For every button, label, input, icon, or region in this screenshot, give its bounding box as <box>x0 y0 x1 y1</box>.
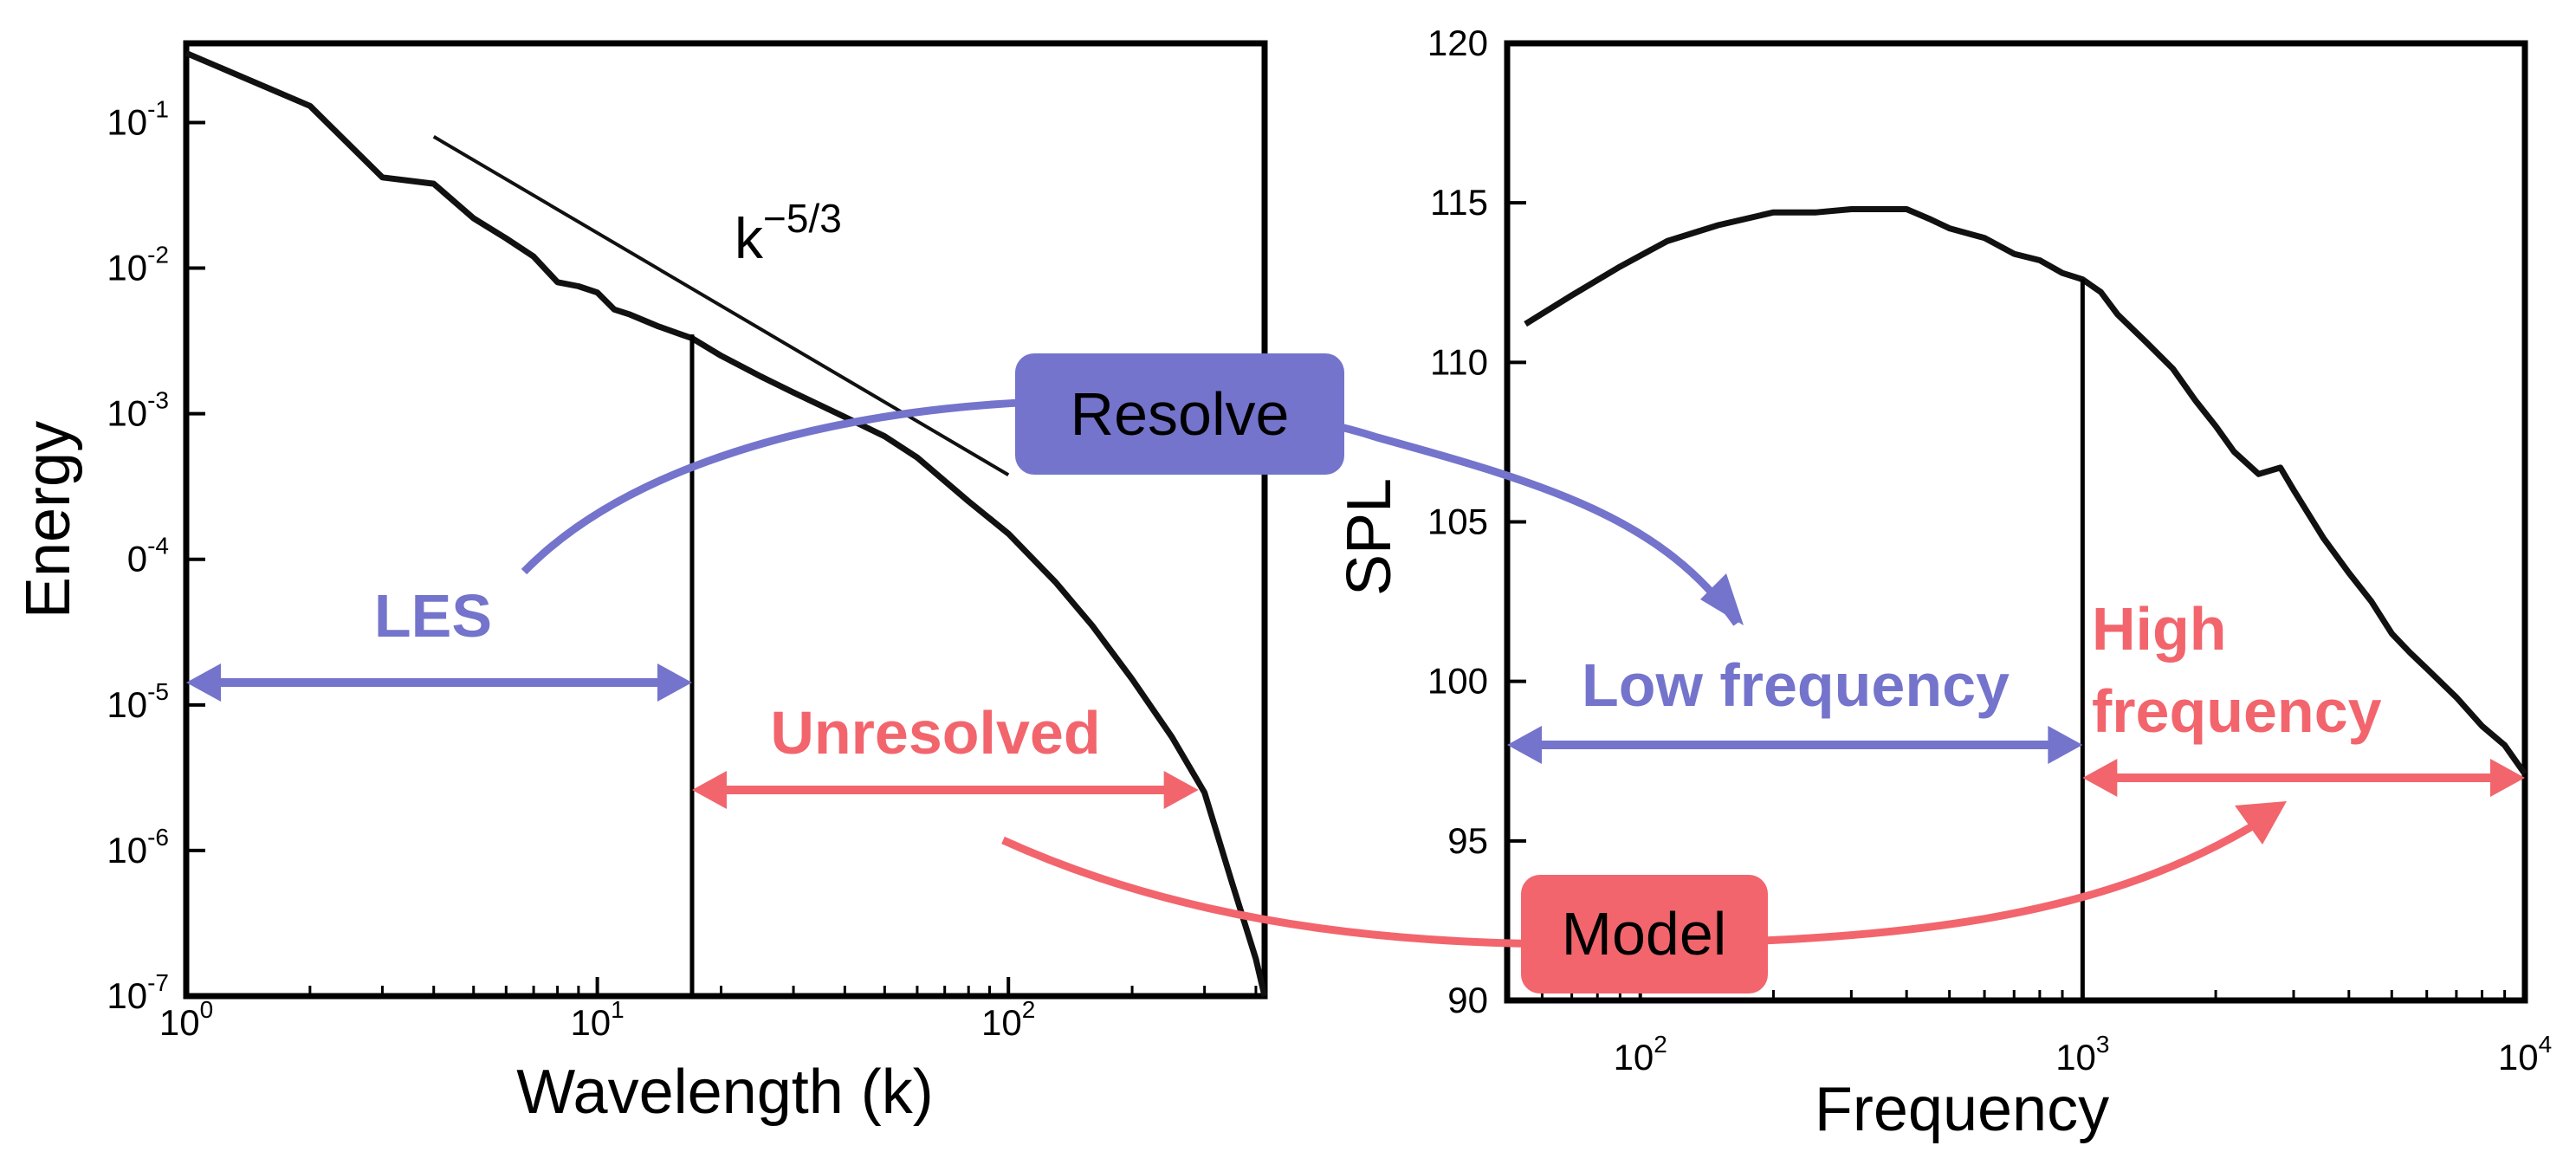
low-frequency-range-arrow <box>1507 726 2083 764</box>
high-frequency-label-line1: High <box>2092 595 2227 663</box>
left-x-tick-label-0-base: 10 <box>159 1002 200 1043</box>
right-x-ticks: 102 103 104 <box>1505 981 2552 1078</box>
left-x-ticks: 100 101 102 <box>159 977 1258 1043</box>
left-y-tick-label-2: 10-3 <box>107 387 169 434</box>
model-box: Model <box>1521 875 1768 993</box>
left-series <box>184 50 1268 997</box>
left-y-tick-label-2-base: 10 <box>107 393 147 434</box>
right-x-tick-label-2: 104 <box>2498 1031 2552 1078</box>
left-y-tick-label-3-base: 0 <box>127 539 147 579</box>
les-label: LES <box>374 582 492 650</box>
right-y-tick-label-5: 115 <box>1430 182 1488 223</box>
left-y-tick-label-5-exponent: -6 <box>147 824 169 851</box>
les-arrow-head-right <box>657 663 692 702</box>
left-y-tick-label-1: 10-2 <box>107 242 169 288</box>
model-box-label: Model <box>1562 900 1727 968</box>
unresolved-arrow-head-left <box>691 771 727 809</box>
right-y-tick-label-2: 100 <box>1427 661 1488 702</box>
left-y-tick-label-4-exponent: -5 <box>147 678 169 705</box>
left-y-tick-label-4: 10-5 <box>107 678 169 725</box>
left-y-tick-label-1-base: 10 <box>107 248 147 288</box>
left-x-tick-label-2-exponent: 2 <box>1022 996 1036 1023</box>
right-x-tick-label-1-exponent: 3 <box>2096 1031 2110 1058</box>
reference-slope-line <box>432 135 1010 476</box>
left-y-tick-label-5-base: 10 <box>107 830 147 871</box>
resolve-box: Resolve <box>1015 353 1344 475</box>
left-y-tick-label-6-exponent: -7 <box>147 969 169 996</box>
right-plot-frame <box>1504 40 2528 1004</box>
right-x-tick-label-0: 102 <box>1614 1031 1667 1078</box>
right-y-ticks: 90 95 100 105 110 115 120 <box>1427 23 1526 1020</box>
right-x-axis-label: Frequency <box>1815 1075 2109 1144</box>
left-y-tick-label-4-base: 10 <box>107 684 147 725</box>
right-x-tick-label-0-base: 10 <box>1614 1037 1654 1078</box>
left-y-tick-label-0-base: 10 <box>107 101 147 142</box>
high-frequency-label-line2: frequency <box>2092 677 2382 745</box>
resolve-box-label: Resolve <box>1071 380 1290 448</box>
left-x-tick-label-2-base: 10 <box>981 1002 1022 1043</box>
energy-spectrum-line <box>184 50 1268 997</box>
model-arrowhead <box>2235 801 2287 845</box>
right-x-tick-label-2-exponent: 4 <box>2539 1031 2553 1058</box>
left-y-tick-label-3-exponent: -4 <box>147 533 169 560</box>
high-frequency-range-arrow <box>2082 759 2525 797</box>
right-y-tick-label-0: 90 <box>1447 980 1488 1020</box>
unresolved-arrow-head-right <box>1163 771 1199 809</box>
left-x-axis-label: Wavelength (k) <box>516 1058 934 1127</box>
low-arrow-head-left <box>1507 726 1542 764</box>
left-y-tick-label-6: 10-7 <box>107 969 169 1016</box>
right-y-tick-label-3: 105 <box>1427 502 1488 542</box>
spl-spectrum-line <box>1524 206 2527 776</box>
left-chart: 100 101 102 10-110-210-30-410-510-610-7 Wa… <box>14 40 1268 1127</box>
left-x-tick-label-1-base: 10 <box>570 1002 611 1043</box>
slope-label-base: k <box>735 206 764 270</box>
right-y-tick-label-1: 95 <box>1447 820 1488 861</box>
left-y-tick-label-3: 0-4 <box>127 533 169 579</box>
low-arrow-head-right <box>2048 726 2083 764</box>
unresolved-label: Unresolved <box>770 699 1100 767</box>
left-x-tick-label-1-exponent: 1 <box>611 996 625 1023</box>
left-y-tick-label-5: 10-6 <box>107 824 169 871</box>
left-y-tick-label-2-exponent: -3 <box>147 387 169 414</box>
resolve-arrowhead <box>1700 573 1744 625</box>
right-y-tick-label-4: 110 <box>1430 341 1488 382</box>
right-y-tick-label-6: 120 <box>1427 23 1488 63</box>
high-arrow-head-right <box>2490 759 2525 797</box>
left-y-axis-label: Energy <box>14 421 83 618</box>
right-x-tick-label-0-exponent: 2 <box>1654 1031 1667 1058</box>
slope-label: k−5/3 <box>735 196 842 270</box>
left-x-tick-label-1: 101 <box>570 996 624 1043</box>
right-x-tick-label-1: 103 <box>2055 1031 2109 1078</box>
left-y-tick-label-6-base: 10 <box>107 975 147 1016</box>
unresolved-range-arrow <box>691 771 1199 809</box>
left-plot-frame <box>183 40 1268 1000</box>
slope-label-exponent: −5/3 <box>763 196 842 241</box>
right-y-axis-label: SPL <box>1335 478 1404 596</box>
low-frequency-label: Low frequency <box>1582 651 2010 719</box>
right-series <box>1524 206 2527 776</box>
les-arrow-head-left <box>186 663 221 702</box>
right-x-tick-label-2-base: 10 <box>2498 1037 2539 1078</box>
les-range-arrow <box>186 663 692 702</box>
left-y-tick-label-0: 10-1 <box>107 95 169 142</box>
left-y-tick-label-0-exponent: -1 <box>147 95 169 122</box>
left-y-ticks: 10-110-210-30-410-510-610-7 <box>107 95 205 1016</box>
right-x-tick-label-1-base: 10 <box>2055 1037 2096 1078</box>
left-x-tick-label-0: 100 <box>159 996 213 1043</box>
left-x-tick-label-0-exponent: 0 <box>200 996 214 1023</box>
high-arrow-head-left <box>2082 759 2118 797</box>
left-y-tick-label-1-exponent: -2 <box>147 242 169 269</box>
left-x-tick-label-2: 102 <box>981 996 1035 1043</box>
